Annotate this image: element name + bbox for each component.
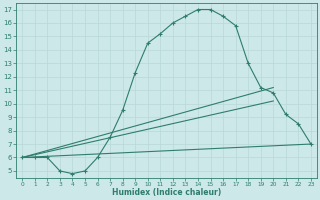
X-axis label: Humidex (Indice chaleur): Humidex (Indice chaleur) (112, 188, 221, 197)
